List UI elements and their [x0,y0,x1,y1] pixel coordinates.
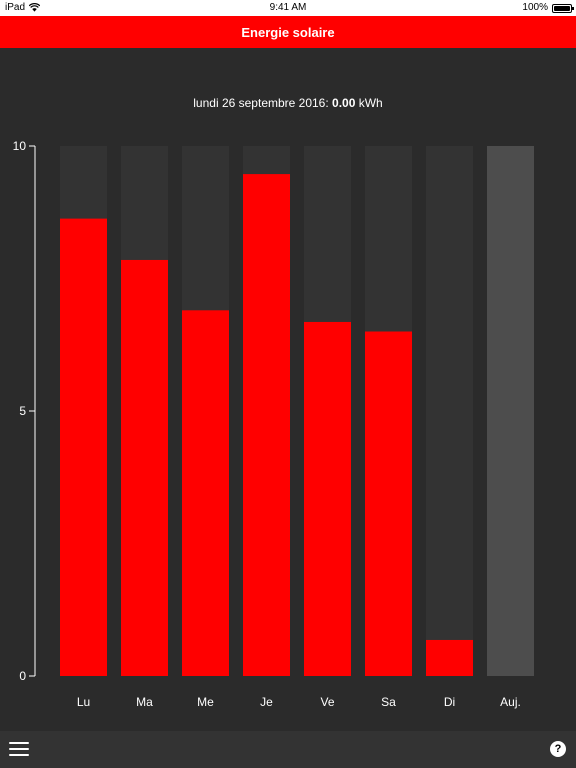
bar-track [426,146,473,676]
y-tick-label: 10 [13,139,27,153]
x-tick-label: Je [260,695,273,709]
weekly-energy-chart: 0 5 10 Lu Ma Me Je Ve Sa Di Auj. [13,139,534,709]
energy-summary: lundi 26 septembre 2016: 0.00 kWh [0,96,576,110]
x-tick-label: Lu [77,695,90,709]
y-tick-label: 0 [19,669,26,683]
bottom-toolbar: ? [0,731,576,768]
x-tick-label: Di [444,695,455,709]
x-tick-label: Sa [381,695,396,709]
bar-value [60,218,107,677]
nav-bar: Energie solaire [0,16,576,48]
x-tick-label: Auj. [500,695,521,709]
battery-icon [552,4,574,13]
summary-value: 0.00 [332,96,356,110]
page-title: Energie solaire [241,24,335,40]
status-bar: iPad 9:41 AM 100% [0,0,576,16]
bar-value [121,259,168,676]
x-tick-label: Ma [136,695,153,709]
summary-date: lundi 26 septembre 2016: [193,96,333,110]
bar-value [304,321,351,676]
battery-percent: 100% [522,2,548,13]
wifi-icon [29,3,40,12]
y-tick-label: 5 [19,404,26,418]
x-tick-label: Ve [320,695,334,709]
bar-value [182,310,229,676]
status-time: 9:41 AM [269,2,307,13]
help-icon[interactable]: ? [550,741,566,757]
today-bar [487,146,534,676]
bar-value [365,331,412,676]
bar-value [243,174,290,676]
carrier-label: iPad [5,2,26,13]
x-tick-label: Me [197,695,214,709]
menu-icon[interactable] [9,741,29,757]
summary-unit: kWh [355,96,383,110]
bar-value [426,639,473,676]
